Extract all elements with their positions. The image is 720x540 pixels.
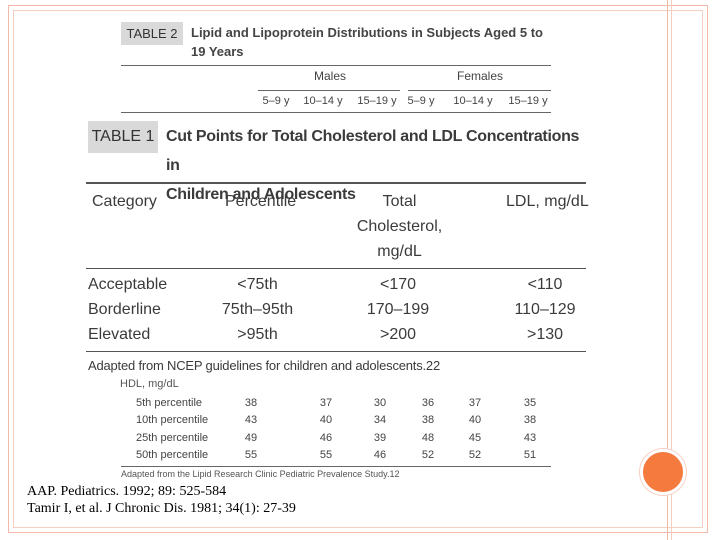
table2-cell: 55 — [319, 449, 333, 461]
table2-hdl-label: HDL, mg/dL — [120, 378, 179, 390]
table2-group-females: Females — [456, 69, 503, 83]
table2-top-rule — [121, 65, 551, 66]
table1-header-total-line1: Total — [382, 193, 417, 210]
table2-cell: 45 — [468, 432, 482, 444]
table2-row-label: 10th percentile — [136, 414, 209, 426]
table1-cell-category: Borderline — [88, 301, 161, 318]
table1-header-rule — [86, 268, 586, 269]
slide-vertical-line — [667, 0, 668, 540]
table2-group-rule-males — [258, 90, 400, 91]
table2-cell: 52 — [468, 449, 482, 461]
table2-cell: 43 — [523, 432, 537, 444]
orange-circle-decoration — [640, 449, 686, 495]
table2-age-header: 5–9 y — [262, 95, 290, 107]
table2-cell: 52 — [421, 449, 435, 461]
table2-row-label: 50th percentile — [136, 449, 209, 461]
table1-header-total-line2: Cholesterol, — [356, 218, 443, 235]
slide-frame-inner — [13, 10, 703, 528]
table2-header-bottom-rule — [121, 112, 551, 113]
table1-header-category: Category — [92, 193, 157, 210]
table2-cell: 38 — [244, 397, 258, 409]
table1-source-note: Adapted from NCEP guidelines for childre… — [88, 358, 440, 373]
table2-cell: 40 — [468, 414, 482, 426]
table2-cell: 35 — [523, 397, 537, 409]
table2-cell: 30 — [373, 397, 387, 409]
table2-cell: 39 — [373, 432, 387, 444]
table1-panel — [86, 119, 586, 377]
table1-cell-percentile: 75th–95th — [221, 301, 294, 318]
table1-bottom-rule — [86, 351, 586, 352]
table1-label: TABLE 1 — [88, 121, 158, 153]
table2-cell: 46 — [373, 449, 387, 461]
table2-bottom-rule — [121, 466, 551, 467]
table2-cell: 38 — [523, 414, 537, 426]
table2-cell: 43 — [244, 414, 258, 426]
table2-age-header: 10–14 y — [453, 95, 493, 107]
table1-cell-total: 170–199 — [366, 301, 430, 318]
table2-age-header: 5–9 y — [407, 95, 435, 107]
table2-cell: 34 — [373, 414, 387, 426]
table1-title-line1: Cut Points for Total Cholesterol and LDL… — [166, 128, 580, 174]
table2-cell: 55 — [244, 449, 258, 461]
table2-age-header: 15–19 y — [357, 95, 397, 107]
table1-header-percentile: Percentile — [225, 193, 297, 210]
table1-header-total-cholesterol: Total Cholesterol, mg/dL — [352, 189, 447, 264]
table2-cell: 40 — [319, 414, 333, 426]
table2-cell: 36 — [421, 397, 435, 409]
table2-title: Lipid and Lipoprotein Distributions in S… — [191, 25, 543, 59]
table2-cell: 51 — [523, 449, 537, 461]
citation-aap: AAP. Pediatrics. 1992; 89: 525-584 — [27, 484, 227, 499]
table2-cell: 37 — [468, 397, 482, 409]
table1-cell-ldl: <110 — [527, 276, 563, 293]
table1-title: Cut Points for Total Cholesterol and LDL… — [166, 122, 596, 209]
table1-cell-percentile: >95th — [237, 326, 278, 343]
table2-cell: 48 — [421, 432, 435, 444]
table2-group-rule-females — [408, 90, 551, 91]
table1-title-line2: Children and Adolescents — [166, 186, 356, 203]
table1-header-ldl: LDL, mg/dL — [506, 193, 589, 210]
table2-cell: 46 — [319, 432, 333, 444]
table1-cell-ldl: 110–129 — [514, 301, 576, 318]
table2-group-males: Males — [313, 69, 346, 83]
table1-cell-total: >200 — [379, 326, 417, 343]
table2-age-header: 10–14 y — [303, 95, 343, 107]
table2-cell: 37 — [319, 397, 333, 409]
table2-row-label: 25th percentile — [136, 432, 209, 444]
table1-header-total-line3: mg/dL — [377, 243, 422, 260]
table2-cell: 49 — [244, 432, 258, 444]
table2-row-label: 5th percentile — [136, 397, 203, 409]
table1-cell-total: <170 — [379, 276, 417, 293]
table2-cell: 38 — [421, 414, 435, 426]
table1-top-rule — [86, 182, 586, 184]
table1-cell-percentile: <75th — [237, 276, 278, 293]
table1-cell-ldl: >130 — [526, 326, 564, 343]
table1-cell-category: Acceptable — [88, 276, 168, 293]
slide-vertical-line-inner — [671, 0, 672, 540]
table1-cell-category: Elevated — [88, 326, 151, 343]
table2-label: TABLE 2 — [121, 22, 183, 45]
citation-tamir: Tamir I, et al. J Chronic Dis. 1981; 34(… — [27, 501, 296, 516]
slide-frame-outer — [8, 5, 708, 533]
table2-age-header: 15–19 y — [508, 95, 548, 107]
table2-source-note: Adapted from the Lipid Research Clinic P… — [121, 469, 400, 479]
